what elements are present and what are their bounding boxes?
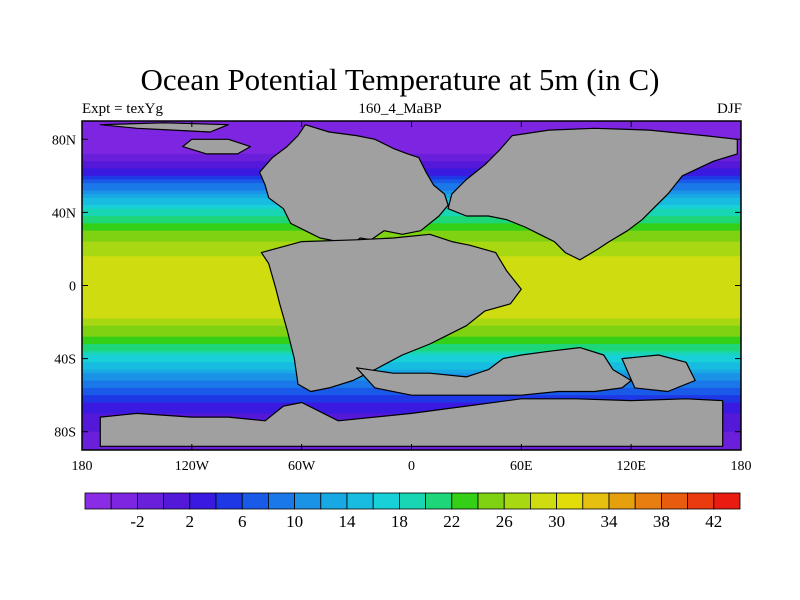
colorbar-box <box>320 492 348 510</box>
run-label: 160_4_MaBP <box>358 101 442 117</box>
colorbar-box <box>215 492 243 510</box>
colorbar-label: 2 <box>186 512 195 531</box>
temperature-band <box>82 150 741 155</box>
land-mass <box>621 354 696 393</box>
colorbar-box <box>451 492 479 510</box>
colorbar-label: 14 <box>339 512 357 531</box>
season-label: DJF <box>716 101 742 117</box>
land-mass <box>447 127 738 261</box>
y-tick-label: 0 <box>69 280 76 295</box>
colorbar-label: 38 <box>653 512 670 531</box>
temperature-band <box>82 402 741 407</box>
colorbar-box <box>503 492 531 510</box>
colorbar-label: 26 <box>496 512 513 531</box>
colorbar-box <box>582 492 610 510</box>
colorbar-box <box>556 492 584 510</box>
colorbar-box <box>241 492 269 510</box>
colorbar-box <box>163 492 191 510</box>
temperature-band <box>82 369 741 374</box>
temperature-band <box>82 128 741 133</box>
colorbar-label: -2 <box>130 512 144 531</box>
temperature-band <box>82 395 741 400</box>
colorbar-label: 22 <box>443 512 460 531</box>
colorbar-box <box>372 492 400 510</box>
temperature-band <box>82 362 741 367</box>
colorbar-box <box>425 492 453 510</box>
temperature-band <box>82 351 741 356</box>
y-tick-label: 40N <box>52 206 76 221</box>
colorbar-box <box>687 492 715 510</box>
colorbar-box <box>84 492 112 510</box>
x-tick-label: 180 <box>731 459 752 474</box>
colorbar-box <box>110 492 138 510</box>
temperature-band <box>82 131 741 137</box>
land-mass <box>182 138 251 155</box>
colorbar-box <box>530 492 558 510</box>
colorbar-box <box>713 492 741 510</box>
colorbar-box <box>398 492 426 510</box>
y-tick-label: 80N <box>52 133 76 148</box>
plot-title: Ocean Potential Temperature at 5m (in C) <box>140 62 660 97</box>
temperature-band <box>82 406 741 411</box>
x-tick-label: 0 <box>408 459 415 474</box>
land-mass <box>260 233 522 393</box>
temperature-band <box>82 398 741 404</box>
colorbar-label: 10 <box>286 512 303 531</box>
temperature-band <box>82 365 741 371</box>
colorbar-label: 18 <box>391 512 408 531</box>
temperature-band <box>82 146 741 151</box>
colorbar-box <box>634 492 662 510</box>
x-tick-label: 120W <box>175 459 210 474</box>
colorbar-label: 42 <box>705 512 722 531</box>
temperature-band <box>82 142 741 148</box>
x-tick-label: 180 <box>72 459 93 474</box>
colorbar-box <box>608 492 636 510</box>
y-tick-label: 80S <box>54 426 76 441</box>
colorbar-label: 34 <box>601 512 619 531</box>
land-areas <box>99 122 738 447</box>
colorbar-label: 30 <box>548 512 565 531</box>
experiment-label: Expt = texYg <box>82 101 163 117</box>
land-mass <box>99 122 229 133</box>
x-tick-label: 120E <box>616 459 646 474</box>
temperature-band <box>82 139 741 144</box>
colorbar-box <box>136 492 164 510</box>
colorbar-box <box>661 492 689 510</box>
colorbar-label: 6 <box>238 512 247 531</box>
land-mass <box>259 124 449 246</box>
x-tick-label: 60E <box>510 459 533 474</box>
y-tick-label: 40S <box>54 353 76 368</box>
temperature-band <box>82 135 741 140</box>
colorbar-box <box>189 492 217 510</box>
temperature-band <box>82 409 741 415</box>
temperature-band <box>82 358 741 363</box>
colorbar-box <box>294 492 322 510</box>
colorbar-box <box>346 492 374 510</box>
colorbar-box <box>267 492 295 510</box>
land-mass <box>99 398 724 447</box>
temperature-band <box>82 354 741 360</box>
x-tick-label: 60W <box>288 459 316 474</box>
land-mass <box>356 347 632 396</box>
colorbar-box <box>477 492 505 510</box>
